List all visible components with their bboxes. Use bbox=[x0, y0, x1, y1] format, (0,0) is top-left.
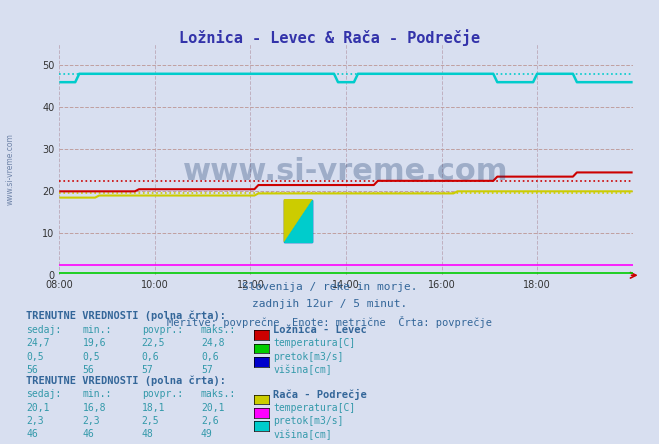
Text: 24,7: 24,7 bbox=[26, 338, 50, 349]
Text: www.si-vreme.com: www.si-vreme.com bbox=[183, 157, 509, 186]
Text: maks.:: maks.: bbox=[201, 389, 236, 400]
Text: min.:: min.: bbox=[82, 325, 112, 335]
Text: 46: 46 bbox=[26, 429, 38, 440]
Text: pretok[m3/s]: pretok[m3/s] bbox=[273, 416, 344, 426]
Text: višina[cm]: višina[cm] bbox=[273, 429, 332, 440]
Text: 22,5: 22,5 bbox=[142, 338, 165, 349]
Text: zadnjih 12ur / 5 minut.: zadnjih 12ur / 5 minut. bbox=[252, 299, 407, 309]
Text: pretok[m3/s]: pretok[m3/s] bbox=[273, 352, 344, 362]
Text: Slovenija / reke in morje.: Slovenija / reke in morje. bbox=[242, 282, 417, 292]
Text: 2,3: 2,3 bbox=[26, 416, 44, 426]
Polygon shape bbox=[284, 200, 312, 242]
Text: Rača - Podrečje: Rača - Podrečje bbox=[273, 389, 367, 400]
Polygon shape bbox=[284, 200, 312, 242]
Text: 18,1: 18,1 bbox=[142, 403, 165, 413]
Text: sedaj:: sedaj: bbox=[26, 325, 61, 335]
Text: 2,6: 2,6 bbox=[201, 416, 219, 426]
Text: www.si-vreme.com: www.si-vreme.com bbox=[5, 133, 14, 205]
Text: maks.:: maks.: bbox=[201, 325, 236, 335]
Text: 0,6: 0,6 bbox=[201, 352, 219, 362]
Text: 19,6: 19,6 bbox=[82, 338, 106, 349]
Text: temperatura[C]: temperatura[C] bbox=[273, 403, 356, 413]
Text: 20,1: 20,1 bbox=[201, 403, 225, 413]
Text: 20,1: 20,1 bbox=[26, 403, 50, 413]
Text: povpr.:: povpr.: bbox=[142, 389, 183, 400]
Text: Ložnica - Levec & Rača - Podrečje: Ložnica - Levec & Rača - Podrečje bbox=[179, 29, 480, 46]
Text: 57: 57 bbox=[142, 365, 154, 375]
Text: 0,5: 0,5 bbox=[26, 352, 44, 362]
Text: TRENUTNE VREDNOSTI (polna črta):: TRENUTNE VREDNOSTI (polna črta): bbox=[26, 375, 226, 386]
Text: 57: 57 bbox=[201, 365, 213, 375]
Text: Meritve: povprečne  Enote: metrične  Črta: povprečje: Meritve: povprečne Enote: metrične Črta:… bbox=[167, 316, 492, 328]
Text: 2,5: 2,5 bbox=[142, 416, 159, 426]
Text: višina[cm]: višina[cm] bbox=[273, 365, 332, 375]
Text: 0,5: 0,5 bbox=[82, 352, 100, 362]
Text: 0,6: 0,6 bbox=[142, 352, 159, 362]
Text: 16,8: 16,8 bbox=[82, 403, 106, 413]
Text: 2,3: 2,3 bbox=[82, 416, 100, 426]
Text: temperatura[C]: temperatura[C] bbox=[273, 338, 356, 349]
Text: povpr.:: povpr.: bbox=[142, 325, 183, 335]
Text: TRENUTNE VREDNOSTI (polna črta):: TRENUTNE VREDNOSTI (polna črta): bbox=[26, 311, 226, 321]
Text: Ložnica - Levec: Ložnica - Levec bbox=[273, 325, 367, 335]
Text: 56: 56 bbox=[26, 365, 38, 375]
Bar bbox=[284, 200, 312, 242]
Text: 48: 48 bbox=[142, 429, 154, 440]
Text: 56: 56 bbox=[82, 365, 94, 375]
Text: min.:: min.: bbox=[82, 389, 112, 400]
Text: 49: 49 bbox=[201, 429, 213, 440]
Text: 24,8: 24,8 bbox=[201, 338, 225, 349]
Text: 46: 46 bbox=[82, 429, 94, 440]
Text: sedaj:: sedaj: bbox=[26, 389, 61, 400]
